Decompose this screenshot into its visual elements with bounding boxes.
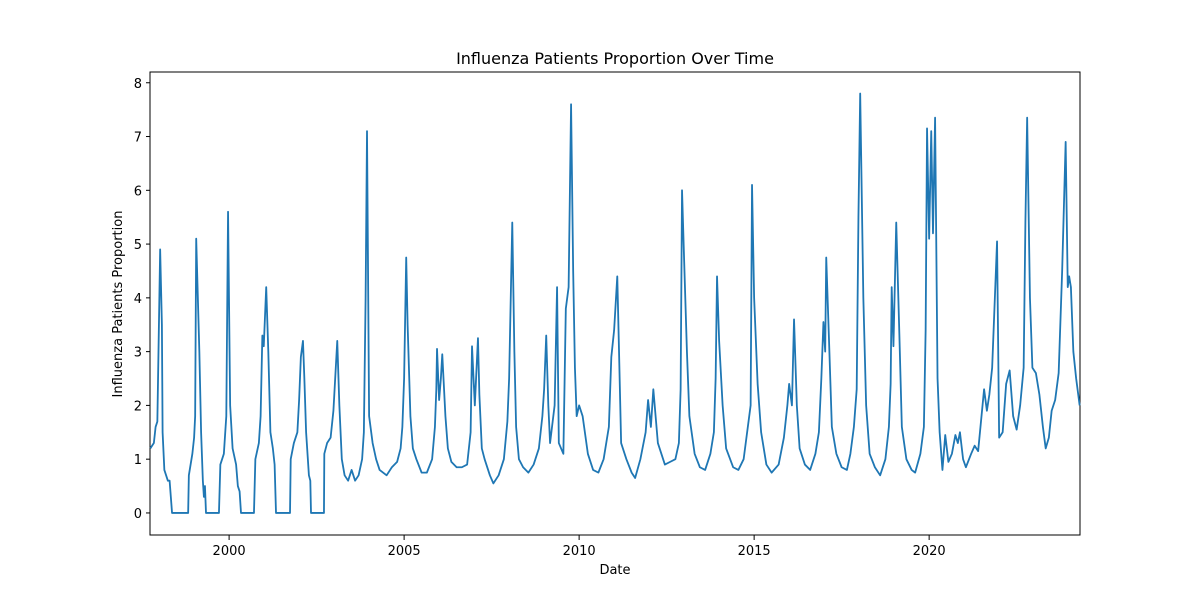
plot-frame [149,71,1081,536]
y-tick-label: 0 [134,507,142,522]
y-tick-label: 4 [134,292,142,307]
y-tick-label: 1 [134,453,142,468]
x-tick-label: 2000 [213,544,246,559]
x-axis-label: Date [599,563,630,578]
y-tick-label: 5 [134,238,142,253]
x-tick-label: 2020 [913,544,946,559]
x-tick-label: 2010 [563,544,596,559]
y-axis-label: Influenza Patients Proportion [111,211,126,398]
y-tick-label: 8 [134,77,142,92]
x-tick-label: 2015 [738,544,771,559]
x-tick-label: 2005 [388,544,421,559]
y-tick-label: 6 [134,184,142,199]
y-tick-label: 7 [134,131,142,146]
y-tick-label: 3 [134,346,142,361]
data-line [149,92,1081,514]
y-tick-label: 2 [134,399,142,414]
chart-title: Influenza Patients Proportion Over Time [456,49,774,68]
